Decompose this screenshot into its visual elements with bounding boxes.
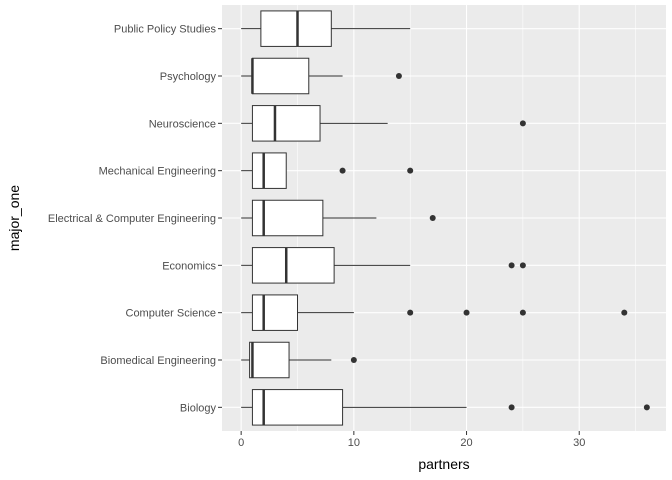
box-computer-science	[241, 294, 628, 331]
y-tick-label: Psychology	[160, 71, 217, 83]
box-biology	[241, 389, 650, 426]
outlier-point	[508, 404, 515, 411]
box-iqr	[249, 341, 290, 379]
y-tick-label: Computer Science	[126, 308, 217, 320]
x-axis: 0 10 20 30	[238, 431, 585, 449]
box-iqr	[260, 10, 332, 47]
outlier-point	[407, 309, 414, 316]
x-tick-label: 20	[460, 437, 472, 449]
box-biomedical-engineering	[241, 341, 357, 379]
box-iqr	[251, 247, 335, 284]
outlier-point	[519, 309, 526, 316]
box-iqr	[251, 294, 299, 331]
box-iqr	[251, 152, 287, 189]
boxplot-series	[241, 10, 650, 426]
x-tick-label: 30	[573, 437, 585, 449]
box-iqr	[251, 389, 344, 426]
outlier-point	[339, 167, 346, 174]
box-economics	[241, 247, 526, 284]
outlier-point	[519, 262, 526, 269]
outlier-point	[463, 309, 470, 316]
outlier-point	[519, 120, 526, 127]
y-axis: Biology Biomedical Engineering Computer Sc…	[48, 24, 222, 414]
y-axis-title: major_one	[6, 185, 22, 251]
y-tick-label: Public Policy Studies	[114, 24, 217, 36]
y-tick-label: Mechanical Engineering	[99, 166, 216, 178]
box-neuroscience	[241, 105, 526, 142]
outlier-point	[407, 167, 414, 174]
x-tick-label: 10	[348, 437, 360, 449]
outlier-point	[643, 404, 650, 411]
y-tick-label: Biology	[180, 402, 217, 414]
outlier-point	[429, 215, 436, 221]
box-public-policy-studies	[241, 10, 411, 47]
box-iqr	[251, 105, 321, 142]
outlier-point	[621, 309, 628, 316]
outlier-point	[508, 262, 515, 269]
box-iqr	[251, 57, 310, 95]
outlier-point	[395, 73, 402, 79]
box-electrical-computer-engineering	[241, 199, 436, 237]
box-mechanical-engineering	[241, 152, 414, 189]
y-tick-label: Electrical & Computer Engineering	[48, 213, 216, 225]
x-tick-label: 0	[238, 437, 244, 449]
y-tick-label: Neuroscience	[149, 118, 216, 130]
outlier-point	[350, 357, 357, 363]
box-psychology	[241, 57, 402, 95]
y-tick-label: Economics	[162, 260, 216, 272]
x-axis-title: partners	[418, 456, 469, 472]
y-tick-label: Biomedical Engineering	[100, 355, 216, 367]
